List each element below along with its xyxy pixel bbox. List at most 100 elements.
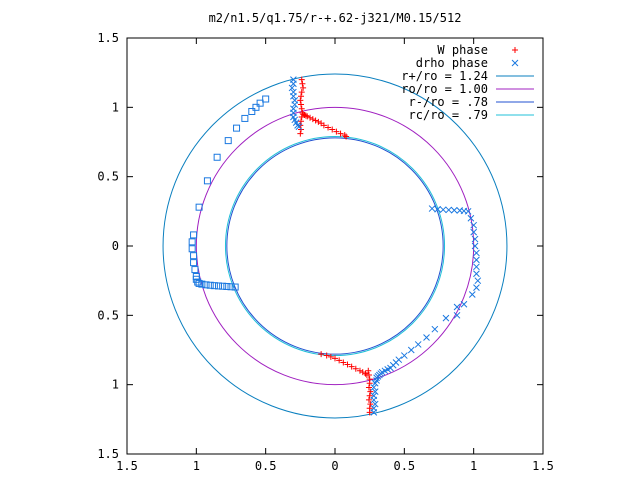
legend-label: W phase xyxy=(437,43,488,57)
data-point xyxy=(262,95,270,103)
data-point xyxy=(210,282,218,290)
data-point xyxy=(224,137,232,145)
data-point xyxy=(298,101,305,108)
data-point xyxy=(203,177,211,185)
legend-label: r-/ro = .78 xyxy=(409,95,488,109)
series-1 xyxy=(288,76,482,416)
legend-label: ro/ro = 1.00 xyxy=(401,82,488,96)
data-point xyxy=(252,103,260,111)
data-point xyxy=(442,314,450,322)
data-point xyxy=(344,361,351,368)
data-point xyxy=(298,105,305,112)
data-point xyxy=(256,99,264,107)
data-point xyxy=(320,122,327,129)
data-point xyxy=(190,231,198,239)
x-tick-label: 1 xyxy=(470,459,477,473)
data-point xyxy=(400,352,408,359)
data-series xyxy=(188,76,482,416)
data-point xyxy=(365,396,372,403)
data-point xyxy=(467,214,475,222)
chart-title: m2/n1.5/q1.75/r-+.62-j321/M0.15/512 xyxy=(209,11,462,25)
circle-2 xyxy=(226,137,444,355)
data-point xyxy=(295,123,303,131)
data-point xyxy=(367,401,374,408)
data-point xyxy=(304,113,311,120)
data-point xyxy=(370,384,378,391)
data-point xyxy=(460,300,468,308)
data-point xyxy=(223,282,231,290)
x-tick-label: 0.5 xyxy=(255,459,277,473)
data-point xyxy=(373,377,380,384)
x-tick-label: 1.5 xyxy=(532,459,554,473)
data-point xyxy=(352,365,359,372)
data-point xyxy=(318,351,325,358)
data-point xyxy=(343,133,350,140)
circle-0 xyxy=(162,73,508,419)
data-point xyxy=(434,205,441,213)
data-point xyxy=(332,355,338,362)
data-point xyxy=(468,291,476,298)
circle-1 xyxy=(195,106,475,386)
data-point xyxy=(333,128,340,135)
data-point xyxy=(206,281,214,289)
data-point xyxy=(366,392,373,399)
data-point xyxy=(195,203,203,211)
data-point xyxy=(300,84,307,91)
data-point xyxy=(290,92,297,100)
data-point xyxy=(445,206,453,214)
data-point xyxy=(307,114,314,121)
data-point xyxy=(473,263,480,271)
data-point xyxy=(366,405,373,412)
data-point xyxy=(219,282,227,290)
data-point xyxy=(190,259,198,267)
y-tick-label: 0.5 xyxy=(97,308,119,322)
data-point xyxy=(323,352,330,359)
data-point xyxy=(231,283,239,291)
data-point xyxy=(290,80,297,88)
series-2 xyxy=(188,95,270,291)
data-point xyxy=(188,245,196,253)
data-point xyxy=(473,256,480,264)
data-point xyxy=(198,280,206,288)
data-point xyxy=(473,249,480,257)
data-point xyxy=(337,130,344,137)
data-point xyxy=(213,153,221,161)
data-point xyxy=(340,359,347,366)
data-point xyxy=(453,303,461,311)
data-point xyxy=(233,124,241,132)
data-point xyxy=(300,111,307,118)
y-tick-label: 1 xyxy=(112,378,119,392)
data-point xyxy=(470,228,478,236)
data-point xyxy=(371,400,379,408)
data-point xyxy=(241,114,249,122)
data-point xyxy=(301,111,308,118)
data-point xyxy=(423,334,430,341)
data-point xyxy=(450,206,458,214)
legend-label: r+/ro = 1.24 xyxy=(401,69,488,83)
data-point xyxy=(453,311,461,319)
legend-label: drho phase xyxy=(416,56,488,70)
y-tick-label: 0.5 xyxy=(97,170,119,184)
data-point xyxy=(327,353,334,360)
data-point xyxy=(348,363,355,370)
data-point xyxy=(248,107,256,115)
data-point xyxy=(473,284,480,291)
data-point xyxy=(473,270,480,278)
data-point xyxy=(474,277,482,285)
data-point xyxy=(431,325,439,333)
x-tick-label: 1.5 xyxy=(116,459,138,473)
data-point xyxy=(370,392,378,400)
data-point xyxy=(309,116,316,123)
data-point xyxy=(325,124,332,131)
legend-marker xyxy=(512,47,518,53)
data-point xyxy=(215,282,223,290)
data-point xyxy=(367,388,374,395)
data-point xyxy=(366,376,373,383)
y-tick-label: 0 xyxy=(112,239,119,253)
data-point xyxy=(298,89,305,96)
data-point xyxy=(365,384,372,391)
axis-ticks: 1.5 1 0.5 0 0.5 1 1.51.510.500.511.5 xyxy=(97,31,554,473)
reference-circles xyxy=(162,73,508,419)
data-point xyxy=(370,404,378,412)
